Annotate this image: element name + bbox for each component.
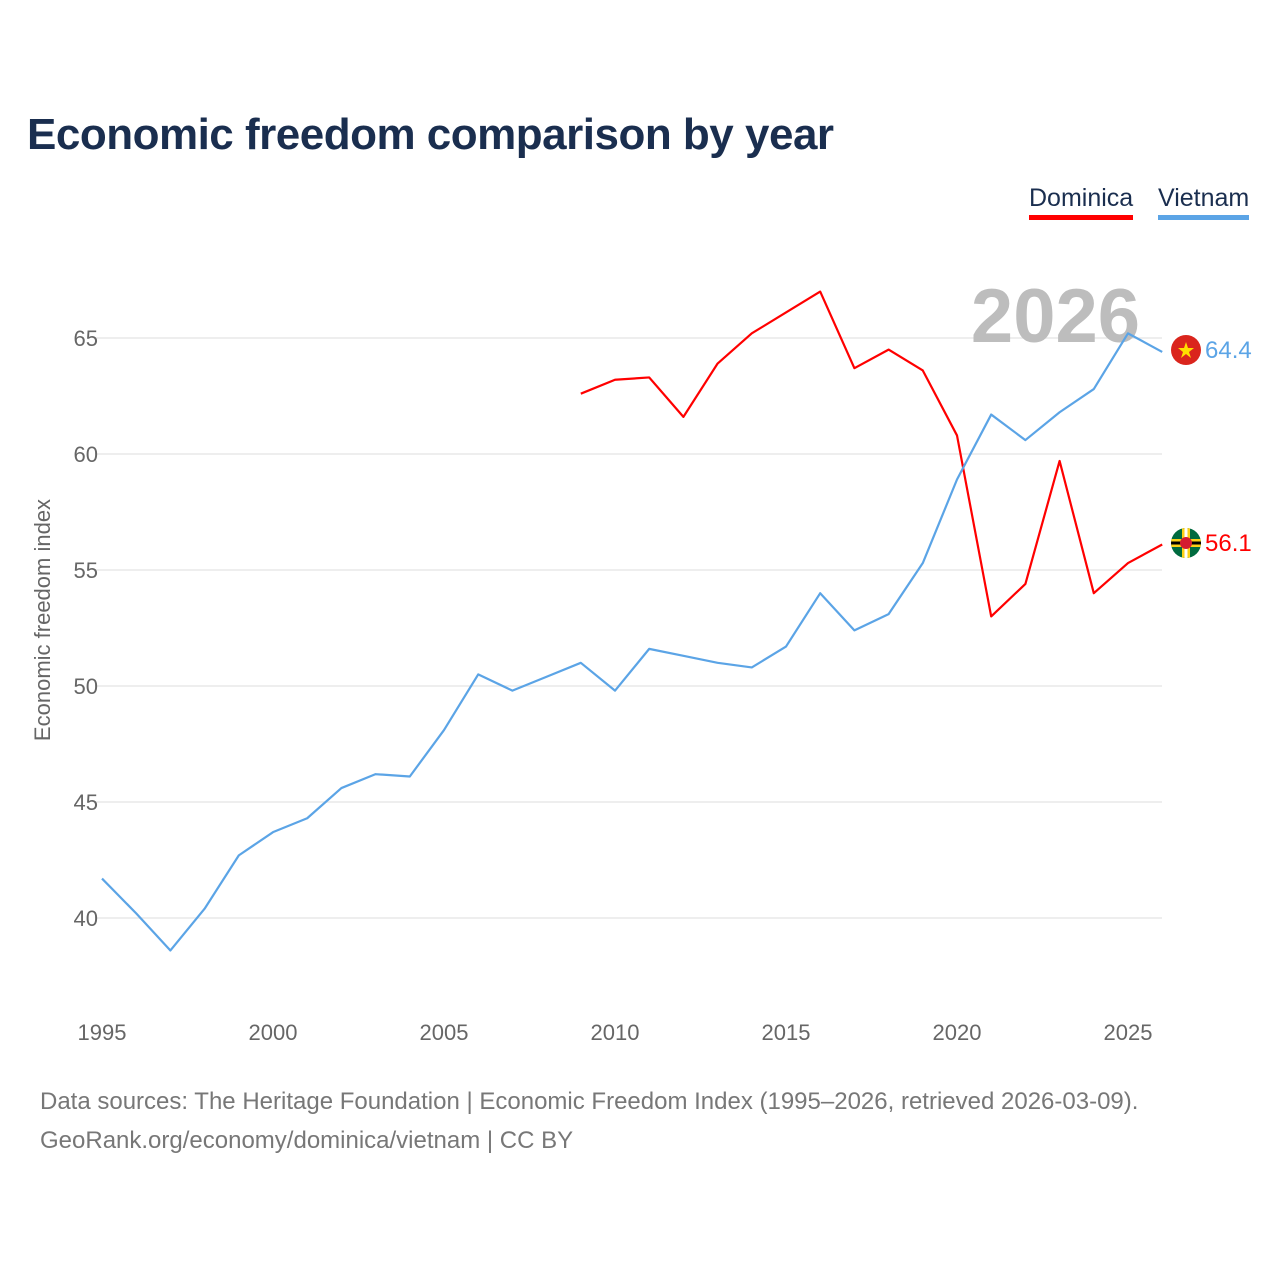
legend-item-dominica[interactable]: Dominica — [1029, 184, 1134, 220]
footer-credit: GeoRank.org/economy/dominica/vietnam | C… — [40, 1127, 574, 1154]
dominica-end-label: 56.1 — [1205, 530, 1252, 557]
footer-sources: Data sources: The Heritage Foundation | … — [40, 1088, 1139, 1115]
x-tick-label: 1995 — [78, 1020, 127, 1045]
x-tick-label: 2000 — [249, 1020, 298, 1045]
x-tick-label: 2005 — [420, 1020, 469, 1045]
y-tick-label: 55 — [74, 558, 98, 583]
vietnam-end-label: 64.4 — [1205, 337, 1252, 364]
series-line-vietnam — [101, 332, 1163, 952]
y-tick-label: 65 — [74, 326, 98, 351]
y-tick-label: 45 — [74, 790, 98, 815]
x-tick-label: 2020 — [933, 1020, 982, 1045]
x-tick-label: 2015 — [762, 1020, 811, 1045]
y-axis-label: Economic freedom index — [30, 499, 55, 741]
y-tick-label: 50 — [74, 674, 98, 699]
chart-title: Economic freedom comparison by year — [27, 110, 834, 159]
dominica-flag-icon — [1171, 528, 1201, 558]
x-tick-label: 2010 — [591, 1020, 640, 1045]
x-tick-label: 2025 — [1104, 1020, 1153, 1045]
series-line-dominica — [580, 290, 1163, 618]
vietnam-flag-icon — [1171, 335, 1201, 365]
legend-item-vietnam[interactable]: Vietnam — [1158, 184, 1250, 220]
y-tick-label: 60 — [74, 442, 98, 467]
y-tick-label: 40 — [74, 906, 98, 931]
year-watermark: 2026 — [971, 274, 1140, 359]
